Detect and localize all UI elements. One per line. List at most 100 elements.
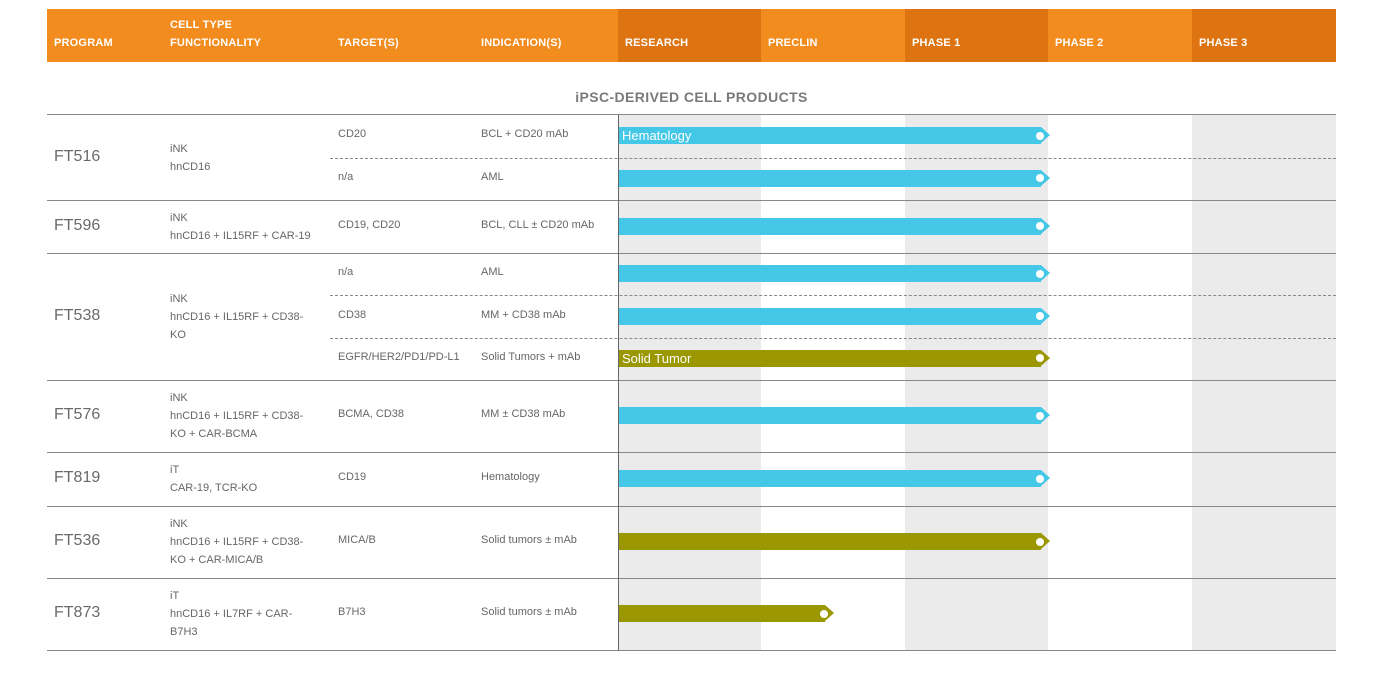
cell-type: iNK hnCD16 + IL15RF + CAR-19 [170, 209, 311, 245]
progress-bar [619, 307, 1050, 325]
program-divider [47, 380, 1336, 381]
progress-arrow-icon [1040, 349, 1050, 366]
cell-type-line: CAR-19, TCR-KO [170, 482, 258, 494]
indication: Hematology [481, 471, 540, 483]
cell-type-line: hnCD16 [170, 160, 211, 173]
program-name: FT819 [54, 469, 101, 486]
indication: Solid tumors ± mAb [481, 534, 577, 546]
header-program: PROGRAM [54, 37, 113, 49]
progress-bar-fill [619, 265, 1041, 283]
table-header: PROGRAM CELL TYPE FUNCTIONALITY TARGET(S)… [47, 9, 1336, 62]
program-divider [47, 506, 1336, 507]
header-indications: INDICATION(S) [481, 37, 562, 49]
section-divider [47, 114, 1336, 115]
program-name: FT596 [54, 216, 101, 234]
program-divider [47, 200, 1336, 201]
progress-endpoint-dot [1035, 222, 1044, 230]
progress-arrow-icon [1040, 217, 1050, 234]
target: BCMA, CD38 [338, 408, 405, 420]
bar-label: Hematology [622, 128, 692, 144]
indication: MM ± CD38 mAb [481, 408, 566, 420]
stage-shade-phase1 [905, 115, 1048, 651]
indication: BCL, CLL ± CD20 mAb [481, 218, 595, 231]
row-divider-dashed [330, 157, 1336, 159]
cell-type-line: hnCD16 + IL15RF + CD38- [170, 536, 304, 548]
row-divider-dashed [330, 337, 1336, 339]
indication: AML [481, 170, 504, 183]
stage-axis-line [618, 115, 619, 651]
cell-type-line: KO + CAR-BCMA [170, 428, 258, 440]
progress-arrow-icon [825, 605, 835, 621]
header-targets: TARGET(S) [338, 37, 399, 49]
progress-endpoint-dot [1035, 174, 1044, 183]
progress-bar-fill [619, 470, 1041, 487]
progress-bar [619, 533, 1050, 550]
header-stage-phase3: PHASE 3 [1192, 9, 1336, 62]
header-stage-phase1: PHASE 1 [905, 9, 1048, 62]
cell-type: iNK hnCD16 [170, 140, 210, 176]
program-name: FT536 [54, 532, 101, 549]
target: CD38 [338, 308, 367, 321]
progress-endpoint-dot [1035, 312, 1044, 320]
section-title: iPSC-DERIVED CELL PRODUCTS [575, 89, 808, 105]
indication: Solid Tumors + mAb [481, 350, 581, 363]
bar-label: Solid Tumor [622, 350, 692, 366]
progress-bar: Solid Tumor [619, 349, 1050, 367]
target: CD19 [338, 471, 367, 483]
progress-arrow-icon [1040, 470, 1050, 486]
progress-arrow-icon [1040, 127, 1050, 144]
program-name: FT873 [54, 604, 101, 621]
progress-bar-fill [619, 127, 1041, 145]
program-name: FT538 [54, 306, 101, 324]
cell-type-line: iNK [170, 392, 188, 404]
progress-bar [619, 470, 1050, 487]
progress-arrow-icon [1040, 265, 1050, 282]
program-name: FT516 [54, 147, 101, 165]
stage-shade-phase3 [1192, 115, 1336, 651]
program-divider [47, 650, 1336, 651]
cell-type-line: iT [170, 464, 180, 476]
stage-shade-research [619, 115, 761, 651]
cell-type-line: KO + CAR-MICA/B [170, 554, 264, 566]
header-stage-research: RESEARCH [618, 9, 761, 62]
progress-bar-fill [619, 533, 1041, 550]
progress-bar-fill [619, 217, 1041, 235]
cell-type-line: iNK [170, 142, 188, 155]
progress-arrow-icon [1040, 307, 1050, 324]
progress-bar [619, 265, 1050, 283]
program-name: FT576 [54, 406, 101, 423]
progress-endpoint-dot [1035, 131, 1044, 140]
header-cell-type: CELL TYPE FUNCTIONALITY [170, 19, 262, 49]
target: MICA/B [338, 534, 376, 546]
progress-endpoint-dot [1035, 411, 1044, 420]
progress-bar: Hematology [619, 127, 1050, 145]
header-stage-phase2: PHASE 2 [1055, 37, 1104, 49]
target: CD20 [338, 128, 367, 141]
progress-bar-fill [619, 605, 826, 622]
program-divider [47, 578, 1336, 579]
progress-bar [619, 605, 835, 622]
cell-type-line: hnCD16 + IL7RF + CAR- [170, 608, 293, 620]
progress-arrow-icon [1040, 169, 1050, 186]
progress-bar [619, 169, 1050, 187]
progress-endpoint-dot [1035, 354, 1044, 363]
target: n/a [338, 266, 354, 279]
cell-type-line: iNK [170, 292, 188, 305]
row-divider-dashed [330, 295, 1336, 297]
cell-type: iT CAR-19, TCR-KO [170, 461, 257, 497]
target: n/a [338, 170, 354, 183]
indication: AML [481, 266, 504, 279]
target: B7H3 [338, 606, 366, 618]
cell-type: iNK hnCD16 + IL15RF + CD38- KO [170, 290, 303, 344]
progress-bar-fill [619, 169, 1041, 187]
cell-type-line: B7H3 [170, 626, 198, 638]
progress-endpoint-dot [1035, 474, 1044, 483]
cell-type: iT hnCD16 + IL7RF + CAR- B7H3 [170, 587, 292, 641]
cell-type-line: iT [170, 590, 180, 602]
progress-bar [619, 217, 1050, 235]
progress-bar-fill [619, 307, 1041, 325]
cell-type-line: hnCD16 + IL15RF + CD38- [170, 410, 304, 422]
cell-type: iNK hnCD16 + IL15RF + CD38- KO + CAR-BCMA [170, 389, 303, 443]
progress-endpoint-dot [1035, 269, 1044, 278]
program-divider [47, 253, 1336, 254]
